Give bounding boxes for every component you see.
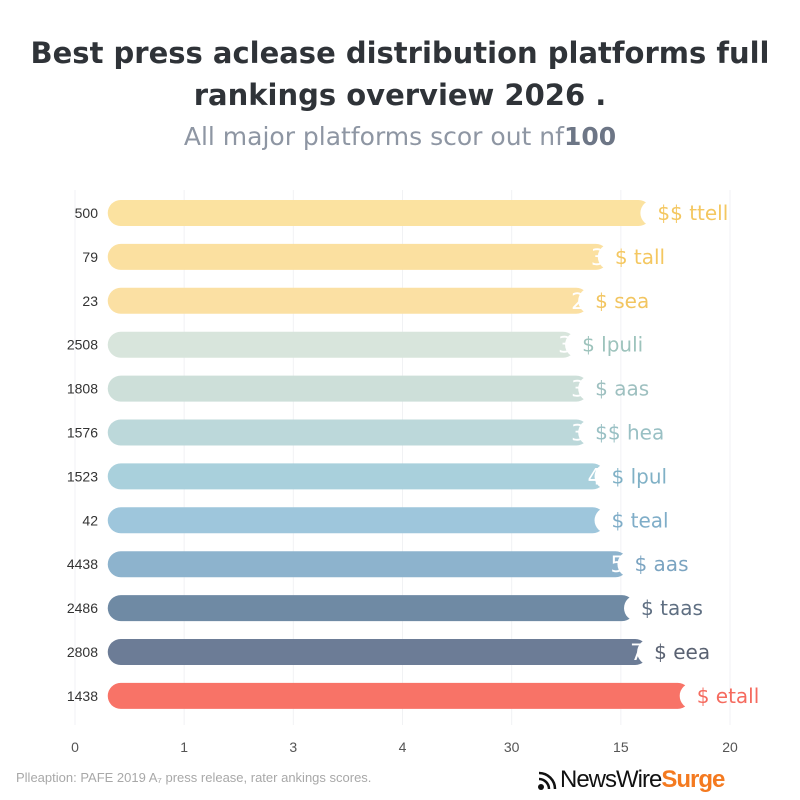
bar-end-notch (640, 200, 667, 226)
category-label: 1523 (67, 468, 98, 484)
subtitle-strong: 100 (563, 122, 617, 151)
bar-end-notch (578, 375, 605, 402)
bar-end-notch (578, 287, 605, 314)
bar-end-notch (594, 507, 621, 534)
subtitle-text: All major platforms scor out nf (183, 122, 564, 151)
bar (107, 419, 590, 446)
category-label: 23 (82, 293, 98, 309)
category-label: 42 (82, 512, 98, 528)
x-tick-label: 4 (399, 739, 407, 755)
chart-title: Best press aclease distribution platform… (30, 36, 770, 112)
x-tick-label: 15 (613, 739, 629, 755)
bar-end-label: $$ hea (595, 421, 664, 445)
bar-end-label: $ lpul (612, 464, 668, 488)
bar-end-notch (578, 419, 605, 446)
bar-end-label: $ lpuli (582, 333, 643, 357)
bar (107, 682, 691, 709)
signal-icon (538, 771, 557, 790)
bar-end-label: $ etall (697, 684, 760, 708)
category-label: 4438 (67, 556, 98, 572)
bar (107, 639, 649, 665)
bar (107, 200, 652, 226)
bar-end-label: $ sea (595, 289, 649, 313)
bar-end-notch (617, 551, 644, 578)
category-label: 79 (82, 249, 98, 265)
category-label: 1438 (67, 688, 98, 704)
chart-subtitle: All major platforms scor out nf100 (0, 122, 800, 151)
bar-end-notch (637, 639, 664, 665)
bar (107, 463, 606, 490)
bar-end-notch (565, 331, 592, 358)
bar-end-notch (597, 243, 624, 270)
bar-end-label: $ aas (634, 552, 688, 576)
category-label: 2486 (67, 600, 98, 616)
newswire-surge-logo: NewsWire Surge (536, 766, 725, 794)
bar (107, 375, 590, 402)
bar (107, 243, 609, 270)
bar-end-label: $$ ttell (657, 201, 728, 225)
x-tick-label: 3 (289, 739, 297, 755)
bar (107, 507, 606, 534)
category-label: 1576 (67, 425, 98, 441)
x-tick-label: 30 (504, 739, 520, 755)
category-label: 2508 (67, 337, 98, 353)
category-label: 1808 (67, 381, 98, 397)
x-tick-label: 1 (180, 739, 188, 755)
bar-end-notch (679, 682, 706, 709)
logo-text-surge: Surge (661, 766, 725, 793)
category-label: 2808 (67, 644, 98, 660)
logo-text-newswire: NewsWire (560, 766, 662, 793)
bar-end-label: $ tall (615, 245, 665, 269)
bar-end-notch (594, 463, 621, 490)
bar (107, 595, 636, 622)
x-tick-label: 0 (71, 739, 79, 755)
bar-end-label: $ taas (641, 596, 703, 620)
bar-end-notch (624, 595, 651, 622)
x-tick-label: 20 (722, 739, 738, 755)
chart-caption: Plleaption: PAFE 2019 A₇ press release, … (16, 770, 372, 785)
bar-end-label: $ eea (654, 640, 710, 664)
bar (107, 287, 590, 314)
bar-end-label: $ aas (595, 377, 649, 401)
bar (107, 331, 577, 358)
bar (107, 551, 629, 578)
bar-end-label: $ teal (612, 508, 669, 532)
category-label: 500 (75, 205, 99, 221)
